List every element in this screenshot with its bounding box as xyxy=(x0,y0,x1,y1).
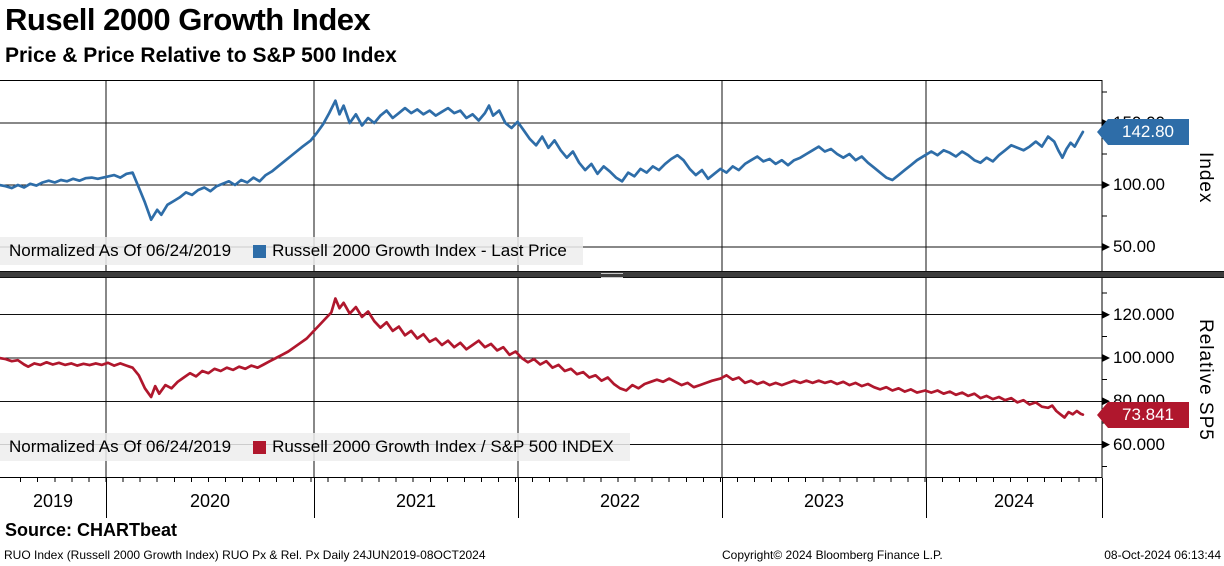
price-series-swatch-icon xyxy=(253,244,267,258)
relative-legend: Normalized As Of 06/24/2019 Russell 2000… xyxy=(0,433,630,461)
price-series-label: Russell 2000 Growth Index - Last Price xyxy=(272,241,567,260)
grip-icon xyxy=(601,273,623,278)
xtick-2019: 2019 xyxy=(32,491,74,511)
normalized-label: Normalized As Of 06/24/2019 xyxy=(9,437,232,456)
price-ytick-50: 50.00 xyxy=(1113,237,1156,256)
xtick-2022: 2022 xyxy=(599,491,641,511)
xtick-2023: 2023 xyxy=(803,491,845,511)
normalized-label: Normalized As Of 06/24/2019 xyxy=(9,241,232,260)
year-separator xyxy=(314,478,315,518)
xtick-2021: 2021 xyxy=(395,491,437,511)
price-legend: Normalized As Of 06/24/2019 Russell 2000… xyxy=(0,237,583,265)
year-separator xyxy=(722,478,723,518)
year-separator xyxy=(518,478,519,518)
panel-resize-handle[interactable] xyxy=(0,271,1224,278)
footer-timestamp: 08-Oct-2024 06:13:44 xyxy=(1104,548,1221,562)
source-line: Source: CHARTbeat xyxy=(5,520,178,540)
relative-series-swatch-icon xyxy=(253,440,267,454)
footer-copyright: Copyright© 2024 Bloomberg Finance L.P. xyxy=(722,548,943,562)
relative-last-value-badge: 73.841 xyxy=(1097,402,1189,428)
price-axis-title: Index xyxy=(1195,152,1216,204)
year-separator xyxy=(926,478,927,518)
xtick-2024: 2024 xyxy=(993,491,1035,511)
year-separator xyxy=(1102,478,1103,518)
price-ytick-100: 100.00 xyxy=(1113,175,1165,194)
relative-ytick-100: 100.000 xyxy=(1113,348,1175,367)
footer-security-info: RUO Index (Russell 2000 Growth Index) RU… xyxy=(4,548,486,562)
relative-series-label: Russell 2000 Growth Index / S&P 500 INDE… xyxy=(272,437,614,456)
relative-ytick-60: 60.000 xyxy=(1113,435,1165,454)
relative-ytick-120: 120.000 xyxy=(1113,305,1175,324)
price-last-value-badge: 142.80 xyxy=(1097,119,1189,145)
page-subtitle: Price & Price Relative to S&P 500 Index xyxy=(5,44,397,67)
relative-axis-title: Relative SP5 xyxy=(1195,318,1216,441)
xtick-2020: 2020 xyxy=(189,491,231,511)
page-title: Rusell 2000 Growth Index xyxy=(5,2,371,37)
year-separator xyxy=(106,478,107,518)
